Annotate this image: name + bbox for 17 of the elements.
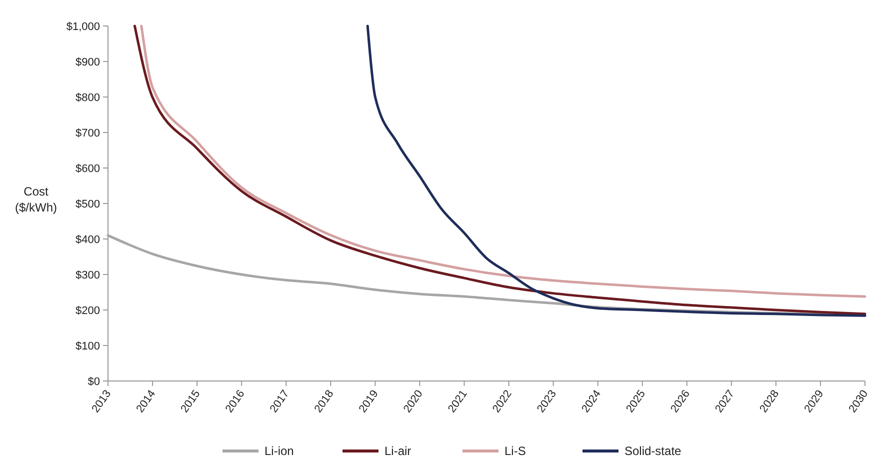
y-tick-label: $700 bbox=[76, 127, 100, 140]
y-tick-label: $200 bbox=[76, 304, 100, 317]
legend-label: Li-S bbox=[504, 444, 526, 458]
legend-label: Li-ion bbox=[264, 444, 294, 458]
y-tick-label: $300 bbox=[76, 269, 100, 282]
y-tick-label: $100 bbox=[76, 340, 100, 352]
y-tick-label: $600 bbox=[76, 162, 100, 175]
y-tick-label: $800 bbox=[76, 92, 100, 104]
y-tick-label: $500 bbox=[76, 198, 100, 210]
y-tick-label: $400 bbox=[76, 234, 100, 246]
line-series bbox=[366, 24, 866, 317]
y-tick-label: $900 bbox=[76, 56, 100, 68]
y-axis-title: Cost ($/kWh) bbox=[15, 184, 58, 214]
legend-label: Li-air bbox=[384, 444, 412, 458]
legend-label: Solid-state bbox=[624, 444, 682, 458]
y-tick-label: $0 bbox=[88, 376, 100, 388]
y-tick-label: $1,000 bbox=[66, 20, 100, 33]
